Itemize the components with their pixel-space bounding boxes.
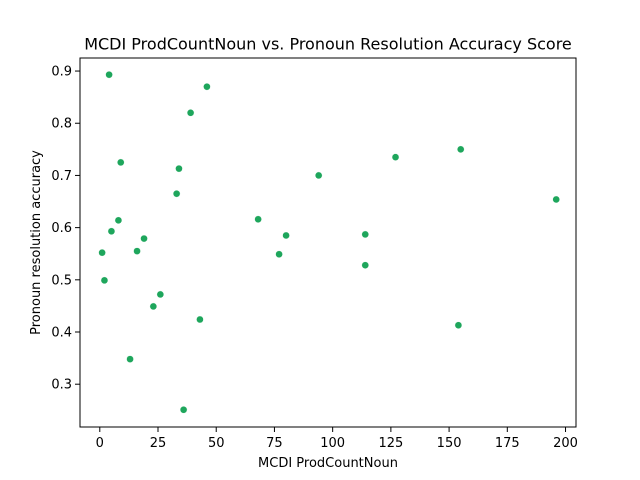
data-point <box>552 195 560 204</box>
data-point <box>391 153 400 161</box>
data-point <box>105 71 113 79</box>
data-point <box>126 355 134 363</box>
y-tick-label: 0.3 <box>51 378 72 393</box>
data-point <box>186 109 195 117</box>
data-point <box>140 234 148 243</box>
x-axis: 0 25 50 75 100 125 150 175 200 <box>96 427 578 451</box>
x-tick-label: 200 <box>553 436 578 451</box>
data-point <box>454 321 463 329</box>
y-tick-label: 0.6 <box>51 221 72 236</box>
x-tick-label: 50 <box>208 436 225 451</box>
x-tick-label: 175 <box>495 436 520 451</box>
y-tick-label: 0.5 <box>51 273 72 288</box>
plot-background <box>80 58 576 427</box>
y-axis: 0.3 0.4 0.5 0.6 0.7 0.8 0.9 <box>51 65 80 393</box>
x-tick-label: 100 <box>320 436 345 451</box>
data-point <box>175 164 183 173</box>
chart-title: MCDI ProdCountNoun vs. Pronoun Resolutio… <box>84 35 572 54</box>
data-points <box>98 71 560 414</box>
data-point <box>149 302 158 311</box>
plot-area <box>80 58 576 427</box>
data-point <box>107 227 116 235</box>
data-point <box>314 171 323 180</box>
x-tick-label: 25 <box>150 436 167 451</box>
data-point <box>361 261 369 269</box>
plot-frame <box>79 57 577 428</box>
y-tick-label: 0.4 <box>51 326 72 341</box>
y-tick-label: 0.7 <box>51 169 72 184</box>
data-point <box>196 315 204 324</box>
data-point <box>172 190 181 198</box>
x-tick-label: 125 <box>378 436 403 451</box>
data-point <box>275 250 283 258</box>
data-point <box>282 231 290 240</box>
data-point <box>254 215 262 223</box>
data-point <box>361 230 369 239</box>
data-point <box>100 276 109 285</box>
data-point <box>457 145 465 154</box>
data-point <box>114 216 123 225</box>
data-point <box>133 247 141 255</box>
x-tick-label: 0 <box>96 436 104 451</box>
data-point <box>98 248 106 257</box>
x-tick-label: 150 <box>437 436 462 451</box>
y-axis-label: Pronoun resolution accuracy <box>29 150 44 335</box>
y-tick-label: 0.8 <box>51 117 72 132</box>
x-tick-label: 75 <box>266 436 283 451</box>
data-point <box>203 83 211 91</box>
data-point <box>117 158 125 167</box>
data-point <box>156 290 165 299</box>
x-axis-label: MCDI ProdCountNoun <box>258 456 398 471</box>
data-point <box>179 406 188 414</box>
y-tick-label: 0.9 <box>51 65 72 80</box>
